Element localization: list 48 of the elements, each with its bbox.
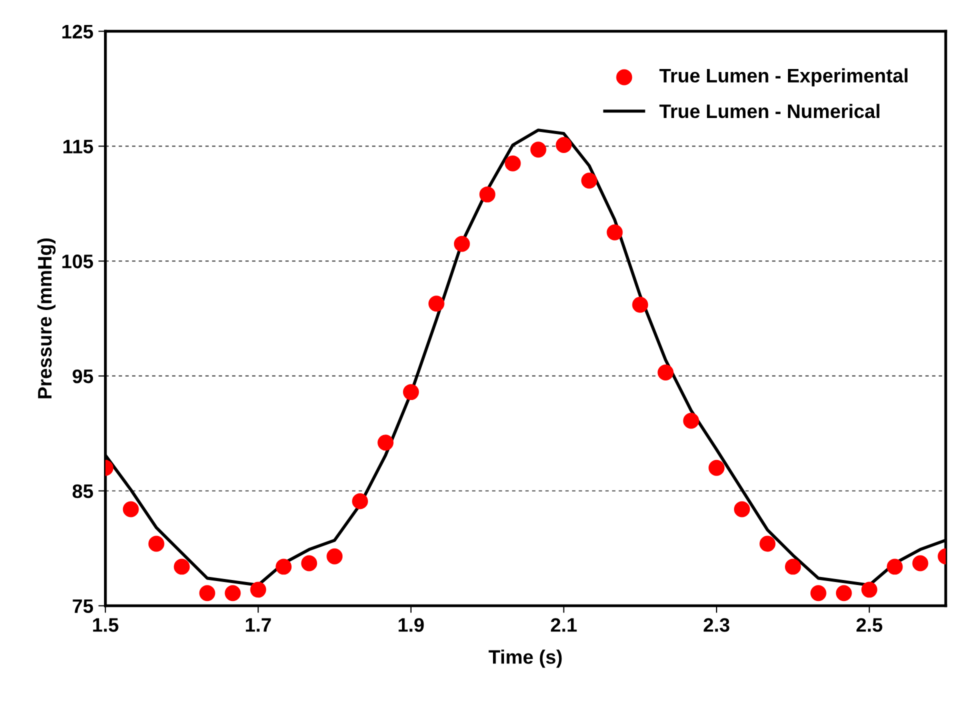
point [632,296,648,313]
x-tick-label: 1.9 [398,618,424,632]
x-tick-label: 2.5 [856,618,882,632]
point [530,142,546,158]
y-tick-label: 105 [62,254,94,268]
point [199,585,216,602]
x-tick-label: 1.7 [246,618,271,632]
point [784,558,801,575]
point [734,501,750,518]
point [402,384,419,400]
point [581,172,598,189]
point [250,582,266,598]
point [683,412,700,429]
y-tick-label: 95 [72,369,94,384]
point [912,555,928,572]
y-tick-label: 115 [63,140,94,154]
point [224,585,241,602]
point [479,186,496,202]
point [122,501,139,518]
point [378,434,394,451]
point [276,558,292,575]
point [708,460,725,476]
point [836,585,852,602]
point [301,555,318,572]
point [148,536,164,552]
point [658,364,674,381]
legend-label: True Lumen - Experimental [659,68,908,86]
point [886,558,903,575]
y-axis-title: Pressure (mmHg) [37,238,56,398]
point [352,493,368,510]
point [504,155,521,172]
point [174,558,190,575]
y-tick-label: 125 [62,24,94,39]
point [861,582,878,598]
point [760,536,776,552]
legend-label: True Lumen - Numerical [659,104,880,118]
y-tick-label: 75 [72,599,94,614]
point [454,236,470,252]
point [428,296,444,312]
x-axis-title: Time (s) [488,650,562,668]
y-tick-label: 85 [72,484,94,498]
x-tick-label: 1.5 [93,618,118,632]
point [810,585,826,602]
point [326,548,343,564]
point [606,224,623,240]
x-tick-label: 2.3 [704,618,730,632]
point [556,137,572,154]
x-tick-label: 2.1 [550,618,577,632]
